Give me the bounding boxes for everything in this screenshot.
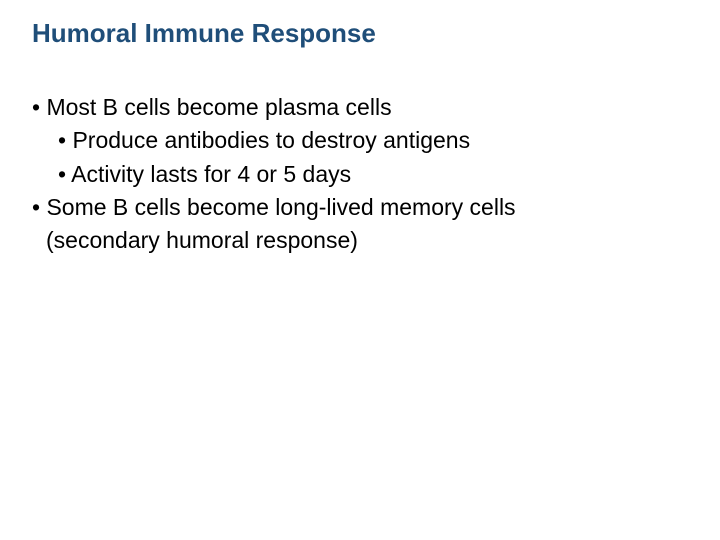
bullet-continuation: (secondary humoral response) xyxy=(46,224,690,257)
bullet-level1: • Most B cells become plasma cells xyxy=(32,91,690,124)
bullet-level2: • Produce antibodies to destroy antigens xyxy=(58,124,690,157)
slide-title: Humoral Immune Response xyxy=(32,18,690,49)
bullet-level2: • Activity lasts for 4 or 5 days xyxy=(58,158,690,191)
slide-body: • Most B cells become plasma cells • Pro… xyxy=(30,91,690,258)
slide: Humoral Immune Response • Most B cells b… xyxy=(0,0,720,540)
bullet-level1: • Some B cells become long-lived memory … xyxy=(32,191,690,224)
